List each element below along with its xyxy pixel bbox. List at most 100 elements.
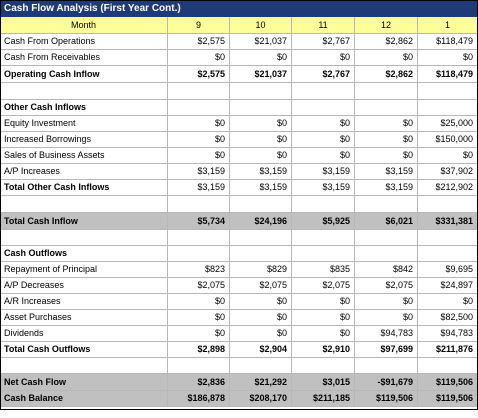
value-cell: $21,037 [230, 34, 292, 50]
value-cell: $0 [292, 116, 355, 132]
blank-cell [292, 230, 355, 246]
month-header: 11 [292, 17, 355, 34]
value-cell: $2,910 [292, 342, 355, 358]
value-cell: $97,699 [355, 342, 418, 358]
row-label: Cash Balance [0, 391, 168, 407]
month-label: Month [0, 17, 168, 34]
value-cell: $0 [168, 294, 230, 310]
row-label: A/P Increases [0, 164, 168, 180]
blank-cell [418, 83, 478, 100]
value-cell: $94,783 [355, 326, 418, 342]
value-cell: $829 [230, 262, 292, 278]
value-cell: $2,075 [168, 278, 230, 294]
value-cell: $6,021 [355, 213, 418, 230]
value-cell: $37,902 [418, 164, 478, 180]
value-cell: $2,575 [168, 66, 230, 83]
value-cell: $21,037 [230, 66, 292, 83]
value-cell: $5,925 [292, 213, 355, 230]
row-label: Cash From Receivables [0, 50, 168, 66]
row-label: Sales of Business Assets [0, 148, 168, 164]
value-cell: $3,159 [168, 180, 230, 196]
value-cell: $3,159 [355, 180, 418, 196]
row-label: Total Cash Inflow [0, 213, 168, 230]
value-cell: $212,902 [418, 180, 478, 196]
blank-cell [230, 83, 292, 100]
blank-cell [292, 100, 355, 116]
month-header: 10 [230, 17, 292, 34]
value-cell: $0 [230, 294, 292, 310]
blank-cell [355, 230, 418, 246]
value-cell: $186,878 [168, 391, 230, 407]
value-cell: $119,506 [418, 391, 478, 407]
value-cell: $3,159 [292, 164, 355, 180]
value-cell: $0 [230, 326, 292, 342]
blank-cell [230, 246, 292, 262]
blank-cell [0, 358, 168, 374]
value-cell: $2,862 [355, 34, 418, 50]
value-cell: $0 [168, 132, 230, 148]
value-cell: $2,836 [168, 374, 230, 391]
row-label: A/R Increases [0, 294, 168, 310]
value-cell: $0 [355, 294, 418, 310]
blank-cell [418, 358, 478, 374]
blank-cell [230, 196, 292, 213]
row-label: Cash From Operations [0, 34, 168, 50]
row-label: Total Cash Outflows [0, 342, 168, 358]
value-cell: $3,159 [230, 180, 292, 196]
value-cell: $24,897 [418, 278, 478, 294]
row-label: Net Cash Flow [0, 374, 168, 391]
value-cell: $2,075 [355, 278, 418, 294]
blank-cell [230, 100, 292, 116]
row-label: A/P Decreases [0, 278, 168, 294]
row-label: Equity Investment [0, 116, 168, 132]
value-cell: $208,170 [230, 391, 292, 407]
value-cell: $118,479 [418, 34, 478, 50]
value-cell: $0 [355, 132, 418, 148]
value-cell: $0 [355, 310, 418, 326]
blank-cell [292, 196, 355, 213]
month-header: 1 [418, 17, 478, 34]
value-cell: $835 [292, 262, 355, 278]
value-cell: $0 [230, 116, 292, 132]
value-cell: $2,767 [292, 66, 355, 83]
blank-cell [0, 83, 168, 100]
value-cell: $2,862 [355, 66, 418, 83]
value-cell: $3,159 [355, 164, 418, 180]
blank-cell [168, 246, 230, 262]
value-cell: $21,292 [230, 374, 292, 391]
blank-cell [292, 358, 355, 374]
row-label: Dividends [0, 326, 168, 342]
row-label: Asset Purchases [0, 310, 168, 326]
value-cell: $211,876 [418, 342, 478, 358]
row-label: Cash Outflows [0, 246, 168, 262]
value-cell: $3,159 [230, 164, 292, 180]
blank-cell [418, 100, 478, 116]
blank-cell [0, 230, 168, 246]
value-cell: $0 [168, 116, 230, 132]
value-cell: $9,695 [418, 262, 478, 278]
value-cell: $119,506 [355, 391, 418, 407]
value-cell: $0 [168, 326, 230, 342]
value-cell: $0 [418, 148, 478, 164]
blank-cell [355, 246, 418, 262]
value-cell: $823 [168, 262, 230, 278]
row-label: Repayment of Principal [0, 262, 168, 278]
blank-cell [292, 83, 355, 100]
blank-cell [168, 83, 230, 100]
value-cell: $0 [230, 132, 292, 148]
value-cell: $3,015 [292, 374, 355, 391]
value-cell: $25,000 [418, 116, 478, 132]
value-cell: $0 [168, 310, 230, 326]
value-cell: $0 [230, 310, 292, 326]
month-header: 9 [168, 17, 230, 34]
value-cell: $2,767 [292, 34, 355, 50]
value-cell: $331,381 [418, 213, 478, 230]
value-cell: $150,000 [418, 132, 478, 148]
blank-cell [168, 358, 230, 374]
blank-cell [418, 246, 478, 262]
value-cell: $3,159 [292, 180, 355, 196]
value-cell: $0 [355, 116, 418, 132]
blank-cell [230, 230, 292, 246]
value-cell: $0 [292, 148, 355, 164]
